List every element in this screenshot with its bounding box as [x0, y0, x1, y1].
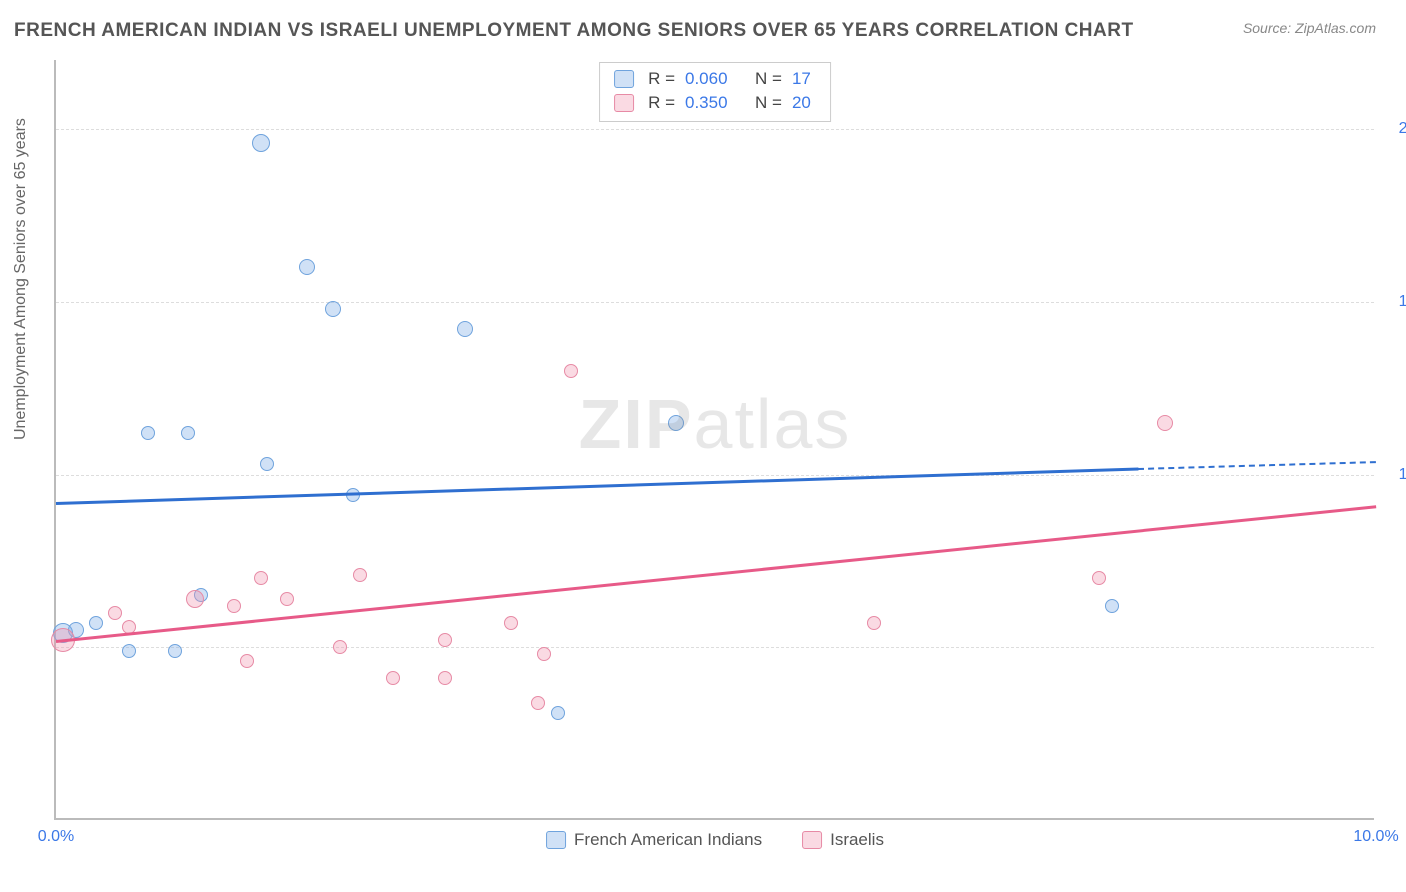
swatch-series-b-icon	[802, 831, 822, 849]
trend-line	[1138, 461, 1376, 470]
legend-label-b: Israelis	[830, 830, 884, 850]
data-point	[254, 571, 268, 585]
data-point	[668, 415, 684, 431]
data-point	[252, 134, 270, 152]
data-point	[353, 568, 367, 582]
data-point	[333, 640, 347, 654]
data-point	[537, 647, 551, 661]
r-label-a: R =	[648, 69, 675, 89]
y-tick-label: 5.0%	[1384, 638, 1406, 656]
data-point	[227, 599, 241, 613]
chart-title: FRENCH AMERICAN INDIAN VS ISRAELI UNEMPL…	[14, 20, 1134, 42]
data-point	[108, 606, 122, 620]
legend-label-a: French American Indians	[574, 830, 762, 850]
data-point	[438, 633, 452, 647]
swatch-series-a	[614, 70, 634, 88]
data-point	[438, 671, 452, 685]
legend-item-b: Israelis	[802, 830, 884, 850]
x-tick-label: 10.0%	[1353, 828, 1398, 846]
y-axis-label: Unemployment Among Seniors over 65 years	[12, 118, 30, 440]
data-point	[89, 616, 103, 630]
r-value-b: 0.350	[685, 93, 741, 113]
data-point	[240, 654, 254, 668]
legend-stats-row-a: R = 0.060 N = 17	[614, 67, 816, 91]
data-point	[141, 426, 155, 440]
data-point	[457, 321, 473, 337]
data-point	[122, 644, 136, 658]
data-point	[551, 706, 565, 720]
data-point	[564, 364, 578, 378]
data-point	[531, 696, 545, 710]
n-label-b: N =	[755, 93, 782, 113]
legend-stats: R = 0.060 N = 17 R = 0.350 N = 20	[599, 62, 831, 122]
chart-source: Source: ZipAtlas.com	[1243, 20, 1376, 36]
y-tick-label: 10.0%	[1384, 466, 1406, 484]
legend-series: French American Indians Israelis	[546, 830, 884, 850]
plot-region: ZIPatlas R = 0.060 N = 17 R = 0.350 N = …	[54, 60, 1374, 820]
data-point	[867, 616, 881, 630]
n-value-a: 17	[792, 69, 816, 89]
r-label-b: R =	[648, 93, 675, 113]
legend-stats-row-b: R = 0.350 N = 20	[614, 91, 816, 115]
gridline	[56, 302, 1374, 303]
swatch-series-a-icon	[546, 831, 566, 849]
data-point	[325, 301, 341, 317]
gridline	[56, 129, 1374, 130]
data-point	[386, 671, 400, 685]
n-value-b: 20	[792, 93, 816, 113]
n-label-a: N =	[755, 69, 782, 89]
data-point	[181, 426, 195, 440]
watermark-atlas: atlas	[694, 385, 852, 463]
chart-header: FRENCH AMERICAN INDIAN VS ISRAELI UNEMPL…	[14, 20, 1376, 42]
data-point	[168, 644, 182, 658]
gridline	[56, 475, 1374, 476]
data-point	[1092, 571, 1106, 585]
x-tick-label: 0.0%	[38, 828, 74, 846]
r-value-a: 0.060	[685, 69, 741, 89]
data-point	[280, 592, 294, 606]
data-point	[1105, 599, 1119, 613]
data-point	[186, 590, 204, 608]
y-tick-label: 20.0%	[1384, 120, 1406, 138]
watermark: ZIPatlas	[579, 384, 852, 464]
swatch-series-b	[614, 94, 634, 112]
legend-item-a: French American Indians	[546, 830, 762, 850]
chart-area: ZIPatlas R = 0.060 N = 17 R = 0.350 N = …	[54, 60, 1374, 820]
gridline	[56, 647, 1374, 648]
trend-line	[56, 468, 1138, 506]
data-point	[504, 616, 518, 630]
y-tick-label: 15.0%	[1384, 293, 1406, 311]
data-point	[1157, 415, 1173, 431]
data-point	[260, 457, 274, 471]
data-point	[299, 259, 315, 275]
